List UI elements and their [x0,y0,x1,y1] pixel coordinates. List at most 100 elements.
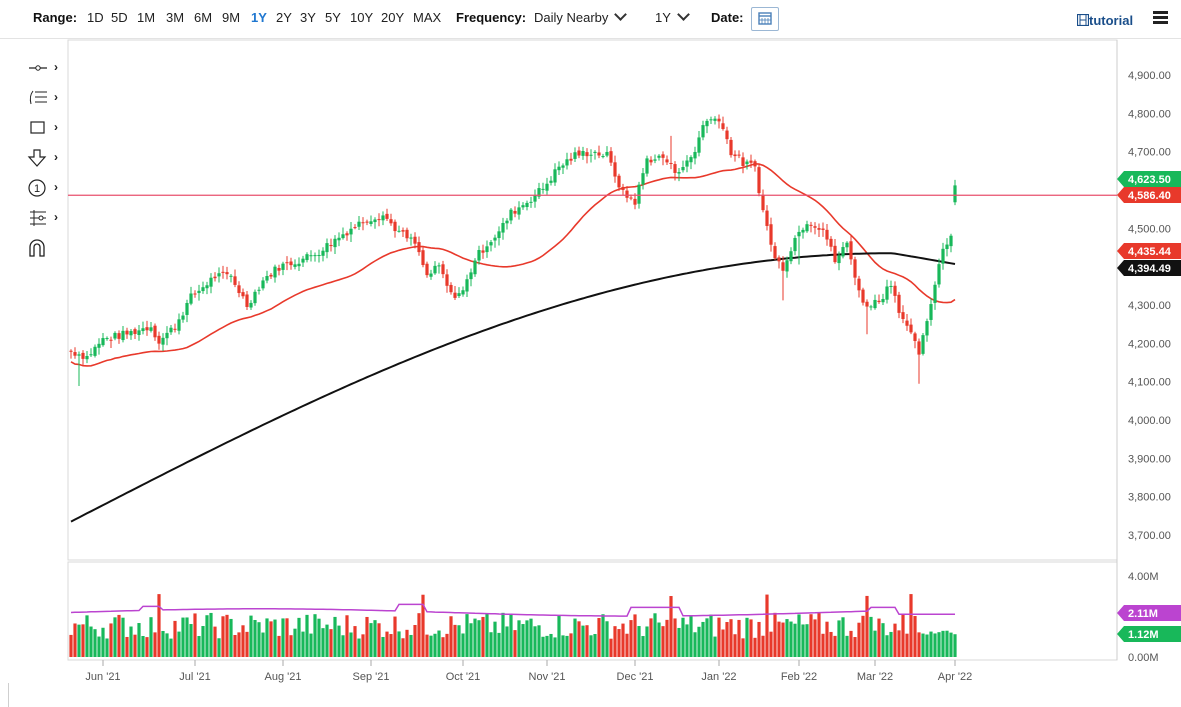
volume-bar [933,633,937,657]
candle-body [705,120,709,127]
magnet-tool[interactable] [24,236,70,266]
candle-body [733,154,737,157]
range-button-9m[interactable]: 9M [222,10,241,25]
candle-body [513,210,517,214]
volume-bar [101,627,105,657]
candle-body [565,159,569,166]
frequency-dropdown[interactable]: Daily Nearby [534,8,628,25]
volume-bar [853,637,857,657]
range-button-20y[interactable]: 20Y [381,10,405,25]
range-button-5d[interactable]: 5D [111,10,128,25]
fibonacci-tool[interactable]: › [24,86,70,116]
candle-body [757,167,761,194]
range-button-2y[interactable]: 2Y [276,10,292,25]
chevron-right-icon: › [54,150,58,164]
candle-body [857,278,861,291]
candle-body [649,159,653,163]
volume-bar [833,635,837,657]
volume-bar [253,619,257,657]
volume-bar [369,623,373,657]
candle-body [205,285,209,289]
volume-bar [577,621,581,657]
volume-bar [469,623,473,657]
line-tool[interactable]: › [24,56,70,86]
candle-body [785,260,789,272]
volume-bar [261,632,265,657]
candle-body [101,338,105,346]
candle-body [581,151,585,156]
candle-body [841,247,845,257]
rectangle-tool[interactable]: › [24,116,70,146]
calendar-icon [758,12,772,25]
candle-body [533,195,537,202]
candle-body [397,230,401,232]
volume-bar [521,624,525,657]
candle-body [117,333,121,339]
volume-bar [245,631,249,657]
candle-body [313,255,317,257]
arrow-tool[interactable]: › [24,146,70,176]
candle-body [377,219,381,221]
volume-bar [513,630,517,657]
candle-body [81,352,85,359]
range-button-5y[interactable]: 5Y [325,10,341,25]
candle-body [125,330,129,335]
candle-body [357,221,361,227]
volume-bar [437,630,441,657]
range-button-10y[interactable]: 10Y [350,10,374,25]
volume-bar [629,620,633,657]
chevron-right-icon: › [54,60,58,74]
candle-body [281,263,285,270]
range-button-3y[interactable]: 3Y [300,10,316,25]
volume-bar [637,626,641,657]
candle-body [749,160,753,163]
y-tick-label: 3,900.00 [1128,453,1171,465]
period-dropdown[interactable]: 1Y [655,8,690,25]
moving-averages [70,162,956,523]
tutorial-link[interactable]: tutorial [1076,13,1133,28]
range-button-max[interactable]: MAX [413,10,442,25]
candle-body [461,290,465,295]
range-button-1m[interactable]: 1M [137,10,156,25]
volume-bar [453,624,457,657]
volume-bar [893,623,897,657]
candle-body [169,327,173,333]
volume-bar [565,635,569,657]
measure-tool[interactable]: › [24,206,70,236]
candle-body [69,350,73,352]
candle-body [865,301,869,307]
ma-long-label-bg [1117,260,1181,276]
volume-bar [605,621,609,657]
range-button-1y[interactable]: 1Y [251,10,267,25]
volume-average-line [70,603,955,617]
candle-body [293,264,297,267]
candle-body [73,352,77,356]
svg-text:1: 1 [34,183,40,195]
range-button-3m[interactable]: 3M [166,10,185,25]
candle-body [933,284,937,303]
volume-tick-label: 0.00M [1128,652,1159,664]
volume-bar [377,623,381,657]
date-picker-button[interactable] [751,7,779,31]
candle-body [221,271,225,273]
volume-bar [909,594,913,657]
range-button-1d[interactable]: 1D [87,10,104,25]
y-tick-label: 4,100.00 [1128,377,1171,389]
volume-bar [465,614,469,657]
volume-bar [417,613,421,657]
candle-body [161,337,165,345]
counter-tool[interactable]: 1 › [24,176,70,206]
x-tick-label: Dec '21 [617,671,654,683]
volume-bar [741,638,745,657]
hamburger-menu-icon[interactable] [1153,11,1168,25]
chart-frame [67,39,1118,661]
volume-average-label: 2.11M [1128,608,1158,620]
volume-bar [277,635,281,657]
range-button-6m[interactable]: 6M [194,10,213,25]
x-tick-label: Apr '22 [938,671,973,683]
chevron-right-icon: › [54,210,58,224]
candle-body [469,272,473,280]
candle-body [329,245,333,247]
candle-body [505,220,509,224]
